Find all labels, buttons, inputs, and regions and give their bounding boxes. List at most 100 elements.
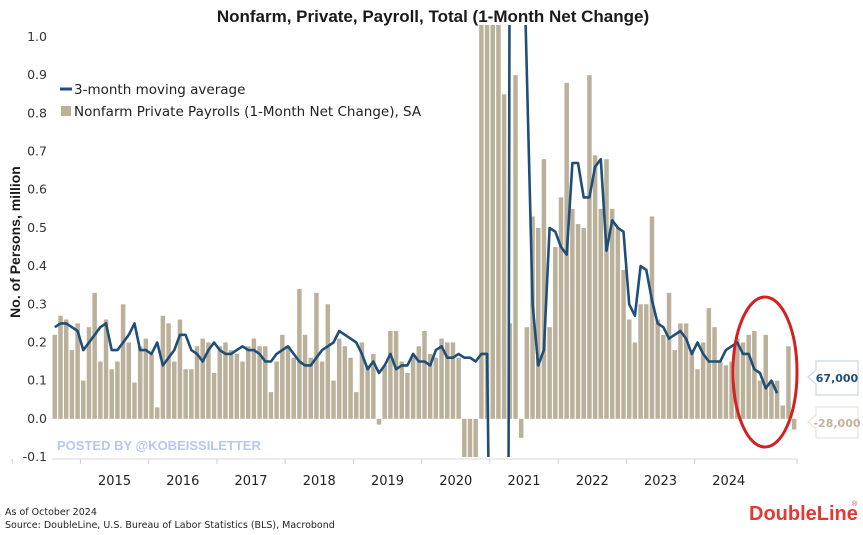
- watermark: POSTED BY @KOBEISSILETTER: [57, 438, 261, 453]
- payroll-bar: [58, 315, 63, 419]
- payroll-bar: [126, 342, 132, 419]
- y-axis-label: No. of Persons, million: [7, 166, 23, 318]
- x-tick-label: 2020: [439, 474, 472, 489]
- callout-bar-value: -28,000: [813, 417, 860, 430]
- y-tick-label: 0.1: [27, 373, 47, 388]
- callout-ma-value: 67,000: [816, 372, 859, 385]
- payroll-bar: [467, 418, 473, 457]
- brand-logo: DoubleLine: [749, 503, 858, 525]
- payroll-bar: [132, 382, 137, 419]
- payroll-bar: [189, 369, 194, 419]
- legend-moving-average: 3-month moving average: [74, 82, 245, 98]
- payroll-bar: [615, 227, 621, 419]
- payroll-bar: [268, 392, 274, 419]
- payroll-bar: [501, 94, 507, 419]
- payroll-bar: [445, 342, 450, 419]
- payroll-bar: [291, 357, 296, 419]
- y-tick-label: 0.0: [27, 411, 47, 426]
- payroll-bar: [473, 418, 478, 457]
- payroll-bar: [678, 323, 683, 419]
- payroll-bar: [518, 418, 524, 438]
- highlight-ellipse: [731, 295, 799, 449]
- payroll-bar: [98, 361, 103, 419]
- payroll-bar: [342, 346, 348, 419]
- payroll-bar: [200, 338, 205, 419]
- payroll-bar: [154, 407, 160, 419]
- y-axis-ticks: 1.0 0.9 0.8 0.7 0.6 0.5 0.4 0.3 0.2 0.1 0.0 -0.1: [23, 29, 47, 464]
- payroll-bar: [63, 319, 69, 419]
- payroll-bar: [439, 338, 444, 419]
- payroll-bar: [331, 380, 336, 419]
- payroll-bar: [81, 380, 86, 419]
- x-tick-label: 2017: [234, 474, 267, 489]
- payroll-bar: [735, 338, 740, 419]
- payroll-bar: [280, 334, 285, 419]
- moving-average-line: [54, 25, 779, 457]
- payroll-bar: [75, 323, 80, 419]
- payroll-bar: [86, 327, 92, 419]
- payroll-bar: [484, 25, 490, 419]
- payroll-bar: [52, 334, 58, 419]
- payroll-bar: [103, 319, 109, 419]
- payroll-bar: [689, 350, 695, 419]
- footnote-date: As of October 2024: [5, 507, 97, 518]
- y-tick-label: 0.7: [27, 144, 47, 159]
- payroll-bar: [706, 308, 712, 419]
- payroll-bar: [729, 361, 734, 419]
- callout-payrolls: -28,000: [807, 406, 861, 439]
- payroll-bar: [496, 25, 501, 419]
- payroll-bar: [348, 357, 353, 419]
- y-tick-label: 0.2: [27, 334, 47, 349]
- payroll-bar: [632, 342, 638, 419]
- payroll-bar: [285, 346, 291, 419]
- payroll-bar: [427, 353, 433, 419]
- y-tick-label: 0.4: [27, 258, 47, 273]
- x-axis-ticks: 2015 2016 2017 2018 2019 2020 2021 2022 2023 2024: [11, 459, 798, 489]
- payroll-bar: [120, 304, 126, 419]
- y-tick-label: -0.1: [23, 449, 47, 464]
- payroll-bar: [410, 353, 416, 419]
- payroll-bar: [712, 327, 717, 419]
- payroll-bar: [683, 323, 689, 419]
- payroll-bar: [780, 405, 786, 419]
- payroll-bar: [740, 342, 746, 419]
- payroll-bar: [450, 342, 456, 419]
- payroll-bar: [592, 155, 598, 419]
- payroll-bar: [297, 289, 302, 419]
- payroll-bar: [655, 319, 660, 419]
- y-tick-label: 1.0: [27, 29, 47, 44]
- x-tick-label: 2019: [371, 474, 404, 489]
- payroll-bar: [211, 373, 217, 419]
- payroll-bar: [763, 334, 768, 419]
- bar-series: [52, 25, 797, 457]
- payroll-bar: [183, 369, 188, 419]
- payroll-bar: [433, 357, 439, 419]
- payroll-bar: [365, 365, 370, 419]
- payroll-bar: [319, 361, 325, 419]
- chart-title: Nonfarm, Private, Payroll, Total (1-Mont…: [217, 7, 649, 26]
- payroll-bar: [405, 373, 410, 419]
- payroll-bar: [399, 361, 404, 419]
- x-tick-label: 2016: [166, 474, 199, 489]
- payroll-bar: [302, 334, 308, 419]
- payroll-bar: [598, 208, 604, 419]
- payroll-bar: [376, 418, 382, 425]
- payroll-bar: [575, 224, 581, 419]
- payroll-bar: [274, 361, 279, 419]
- payroll-bar: [524, 327, 530, 419]
- payroll-bar: [92, 292, 97, 419]
- x-tick-label: 2018: [303, 474, 336, 489]
- payroll-bar: [109, 369, 114, 419]
- payroll-bar: [638, 304, 643, 419]
- payroll-bar: [115, 361, 120, 419]
- payroll-bar: [456, 357, 461, 419]
- payroll-bar: [479, 25, 484, 419]
- payroll-bar: [206, 342, 211, 419]
- payroll-bar: [388, 331, 393, 419]
- x-tick-label: 2022: [576, 474, 609, 489]
- payroll-bar: [325, 304, 331, 419]
- payroll-bar: [143, 338, 149, 419]
- payroll-bar: [245, 346, 251, 419]
- payroll-bar: [774, 380, 780, 419]
